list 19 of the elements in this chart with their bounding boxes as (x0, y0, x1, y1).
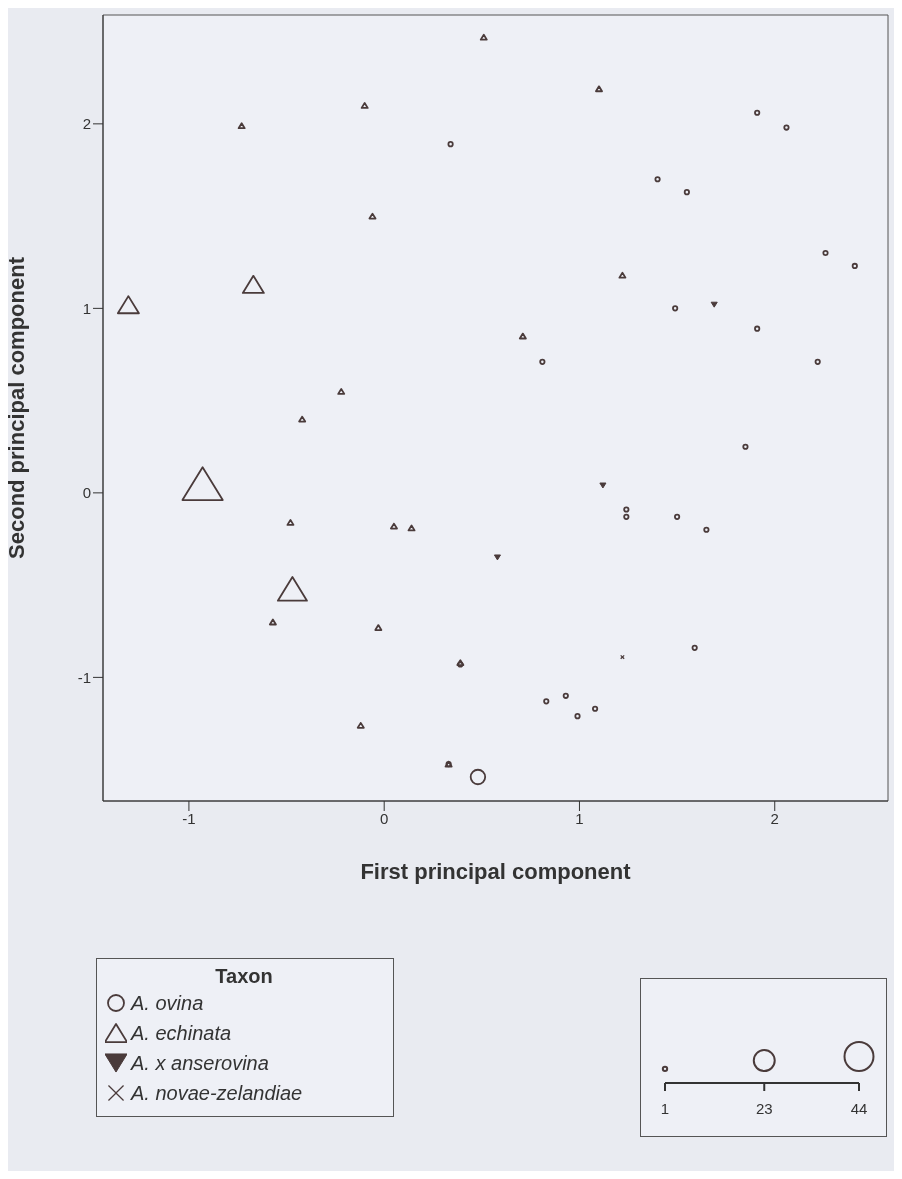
legend-title: Taxon (214, 965, 274, 988)
y-tick-label: 2 (82, 115, 91, 133)
y-axis-title: Second principal component (3, 256, 29, 559)
legend-label: A. echinata (131, 1021, 232, 1045)
x-axis-title: First principal component (360, 858, 632, 884)
size-key: 1 23 44 (640, 978, 887, 1137)
x-tick-label: 2 (770, 809, 779, 827)
x-tick-label: 0 (380, 809, 389, 827)
legend-label: 44 (850, 1100, 868, 1117)
x-tick-label: -1 (182, 809, 196, 827)
legend-label: 23 (755, 1100, 773, 1117)
legend-label: 1 (660, 1100, 670, 1117)
y-tick-label: 1 (82, 299, 91, 317)
legend-label: A. novae-zelandiae (131, 1081, 303, 1105)
legend-label: A. x anserovina (131, 1051, 269, 1075)
y-tick-label: -1 (77, 668, 91, 686)
x-tick-label: 1 (575, 809, 584, 827)
legend-label: A. ovina (131, 991, 204, 1015)
y-tick-label: 0 (82, 484, 91, 502)
